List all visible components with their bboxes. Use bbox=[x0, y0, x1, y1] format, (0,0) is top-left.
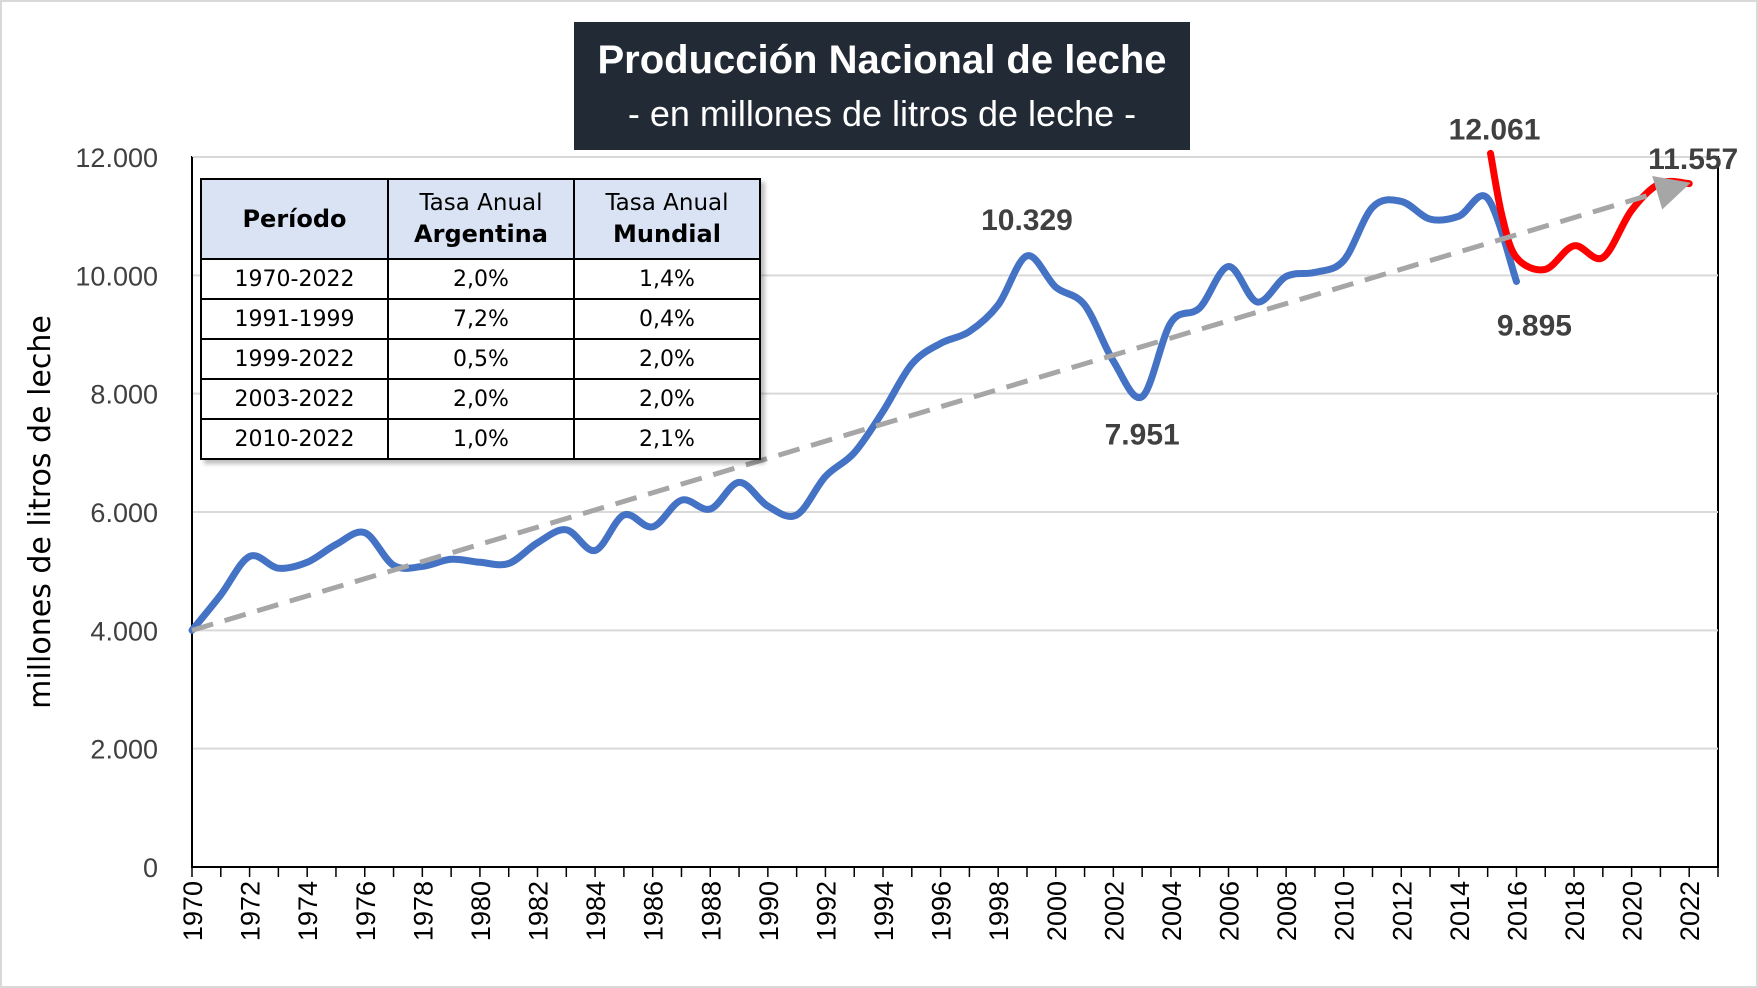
x-tick-label: 1988 bbox=[696, 881, 726, 941]
cell-argentina: 0,5% bbox=[387, 338, 575, 380]
x-tick-label: 1986 bbox=[639, 881, 669, 941]
y-tick-label: 12.000 bbox=[75, 143, 158, 173]
y-tick-label: 2.000 bbox=[90, 735, 158, 765]
cell-argentina: 7,2% bbox=[387, 298, 575, 340]
y-tick-label: 4.000 bbox=[90, 616, 158, 646]
y-tick-label: 10.000 bbox=[75, 261, 158, 291]
x-tick-label: 2014 bbox=[1445, 881, 1475, 941]
data-label: 12.061 bbox=[1449, 113, 1541, 146]
x-tick-label: 2008 bbox=[1272, 881, 1302, 941]
x-tick-label: 1976 bbox=[351, 881, 381, 941]
x-tick-label: 2018 bbox=[1560, 881, 1590, 941]
table-row: 2003-2022 2,0% 2,0% bbox=[200, 378, 761, 420]
x-tick-label: 1970 bbox=[178, 881, 208, 941]
x-tick-label: 1974 bbox=[293, 881, 323, 941]
x-tick-label: 1978 bbox=[408, 881, 438, 941]
annual-rate-table: Período Tasa Anual Argentina Tasa Anual … bbox=[200, 178, 761, 460]
header-argentina-line2: Argentina bbox=[414, 220, 548, 248]
y-tick-label: 6.000 bbox=[90, 498, 158, 528]
x-tick-label: 2022 bbox=[1675, 881, 1705, 941]
cell-period: 1991-1999 bbox=[200, 298, 389, 340]
cell-period: 2010-2022 bbox=[200, 418, 389, 460]
blue-series-line bbox=[188, 192, 1520, 634]
header-argentina: Tasa Anual Argentina bbox=[387, 178, 575, 260]
trend-line bbox=[191, 176, 1691, 633]
y-tick-label: 8.000 bbox=[90, 380, 158, 410]
data-label: 11.557 bbox=[1648, 143, 1738, 176]
cell-period: 2003-2022 bbox=[200, 378, 389, 420]
table-row: 1970-2022 2,0% 1,4% bbox=[200, 258, 761, 300]
chart-title: Producción Nacional de leche bbox=[597, 38, 1167, 82]
cell-period: 1999-2022 bbox=[200, 338, 389, 380]
x-tick-label: 1972 bbox=[236, 881, 266, 941]
data-label: 7.951 bbox=[1105, 419, 1180, 452]
header-argentina-line1: Tasa Anual bbox=[419, 190, 543, 216]
x-tick-label: 2020 bbox=[1618, 881, 1648, 941]
x-tick-label: 2006 bbox=[1215, 881, 1245, 941]
cell-argentina: 2,0% bbox=[387, 258, 575, 300]
red-series-line bbox=[1487, 149, 1693, 274]
x-tick-label: 1980 bbox=[466, 881, 496, 941]
x-tick-label: 2010 bbox=[1330, 881, 1360, 941]
cell-mundial: 2,0% bbox=[573, 378, 761, 420]
table-row: 1999-2022 0,5% 2,0% bbox=[200, 338, 761, 380]
table-row: 2010-2022 1,0% 2,1% bbox=[200, 418, 761, 460]
x-tick-label: 2002 bbox=[1099, 881, 1129, 941]
x-tick-label: 1990 bbox=[754, 881, 784, 941]
x-tick-label: 2004 bbox=[1157, 881, 1187, 941]
x-tick-label: 1982 bbox=[524, 881, 554, 941]
header-mundial-line1: Tasa Anual bbox=[605, 190, 729, 216]
y-tick-label: 0 bbox=[143, 853, 158, 883]
data-label: 10.329 bbox=[981, 204, 1073, 237]
x-tick-label: 2012 bbox=[1387, 881, 1417, 941]
x-tick-label: 1996 bbox=[927, 881, 957, 941]
cell-argentina: 1,0% bbox=[387, 418, 575, 460]
header-mundial-line2: Mundial bbox=[613, 220, 721, 248]
x-tick-label: 1998 bbox=[984, 881, 1014, 941]
x-tick-label: 1992 bbox=[811, 881, 841, 941]
cell-mundial: 0,4% bbox=[573, 298, 761, 340]
header-mundial: Tasa Anual Mundial bbox=[573, 178, 761, 260]
table-row: 1991-1999 7,2% 0,4% bbox=[200, 298, 761, 340]
x-tick-label: 2016 bbox=[1502, 881, 1532, 941]
title-box: Producción Nacional de leche - en millon… bbox=[574, 22, 1190, 150]
y-axis-title: millones de litros de leche bbox=[23, 315, 58, 709]
x-tick-label: 2000 bbox=[1042, 881, 1072, 941]
table-header-row: Período Tasa Anual Argentina Tasa Anual … bbox=[200, 178, 761, 260]
header-period: Período bbox=[200, 178, 389, 260]
cell-period: 1970-2022 bbox=[200, 258, 389, 300]
cell-mundial: 2,0% bbox=[573, 338, 761, 380]
cell-mundial: 2,1% bbox=[573, 418, 761, 460]
x-tick-label: 1984 bbox=[581, 881, 611, 941]
data-label: 9.895 bbox=[1497, 310, 1572, 343]
chart-subtitle: - en millones de litros de leche - bbox=[627, 93, 1137, 134]
cell-argentina: 2,0% bbox=[387, 378, 575, 420]
x-tick-label: 1994 bbox=[869, 881, 899, 941]
cell-mundial: 1,4% bbox=[573, 258, 761, 300]
